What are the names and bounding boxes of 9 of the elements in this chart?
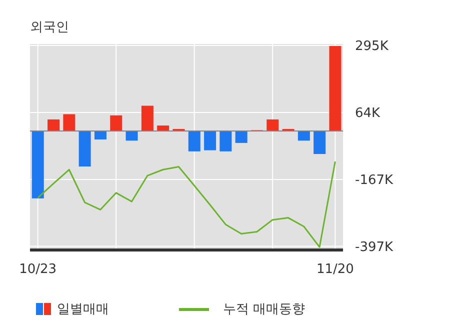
- y-tick-label: 64K: [355, 106, 381, 122]
- chart-title: 외국인: [30, 19, 70, 36]
- x-tick-label: 10/23: [19, 262, 57, 278]
- y-tick-label: 295K: [355, 39, 389, 54]
- legend-label: 누적 매매동향: [222, 301, 306, 318]
- y-tick-label: -167K: [355, 173, 394, 188]
- legend-label: 일별매매: [56, 301, 109, 318]
- x-tick-label: 11/20: [316, 262, 354, 278]
- y-tick-label: -397K: [355, 240, 394, 255]
